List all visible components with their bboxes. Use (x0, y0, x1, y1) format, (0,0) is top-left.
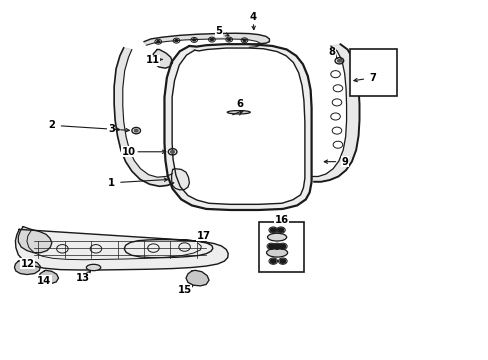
Text: 13: 13 (75, 273, 89, 283)
Circle shape (210, 39, 213, 41)
Circle shape (170, 150, 174, 153)
Circle shape (280, 259, 285, 263)
Text: 8: 8 (327, 47, 335, 57)
Text: 2: 2 (48, 120, 55, 130)
Text: 4: 4 (249, 12, 256, 22)
Text: 5: 5 (215, 26, 222, 36)
Ellipse shape (86, 264, 101, 271)
Polygon shape (143, 33, 269, 48)
Circle shape (134, 129, 138, 132)
Circle shape (175, 40, 178, 42)
Ellipse shape (266, 248, 287, 257)
Text: 17: 17 (196, 231, 210, 241)
Bar (258, 222, 304, 272)
Text: 3: 3 (108, 124, 115, 134)
Polygon shape (185, 270, 208, 286)
Text: 14: 14 (37, 275, 51, 285)
Bar (349, 49, 396, 96)
Polygon shape (171, 169, 189, 190)
Circle shape (268, 244, 274, 248)
Circle shape (227, 39, 230, 41)
Circle shape (337, 59, 341, 62)
Text: 7: 7 (369, 73, 376, 83)
Ellipse shape (267, 233, 286, 241)
Polygon shape (114, 48, 173, 186)
Circle shape (278, 228, 283, 232)
Polygon shape (16, 229, 228, 270)
Polygon shape (18, 226, 52, 253)
Text: 1: 1 (107, 178, 115, 188)
Circle shape (280, 244, 285, 248)
Text: 15: 15 (177, 285, 191, 295)
Polygon shape (311, 44, 359, 182)
Polygon shape (164, 44, 311, 210)
Text: 9: 9 (341, 157, 348, 167)
Polygon shape (39, 270, 59, 284)
Text: 6: 6 (236, 99, 243, 109)
Circle shape (243, 39, 245, 41)
Text: 11: 11 (145, 55, 159, 65)
Circle shape (157, 41, 160, 43)
Circle shape (192, 39, 195, 41)
Ellipse shape (227, 111, 250, 114)
Polygon shape (15, 260, 41, 275)
Circle shape (270, 228, 276, 232)
Circle shape (270, 259, 276, 263)
Polygon shape (152, 49, 172, 68)
Text: 12: 12 (21, 259, 35, 269)
Circle shape (274, 244, 280, 248)
Text: 16: 16 (274, 215, 288, 225)
Text: 10: 10 (122, 147, 135, 157)
